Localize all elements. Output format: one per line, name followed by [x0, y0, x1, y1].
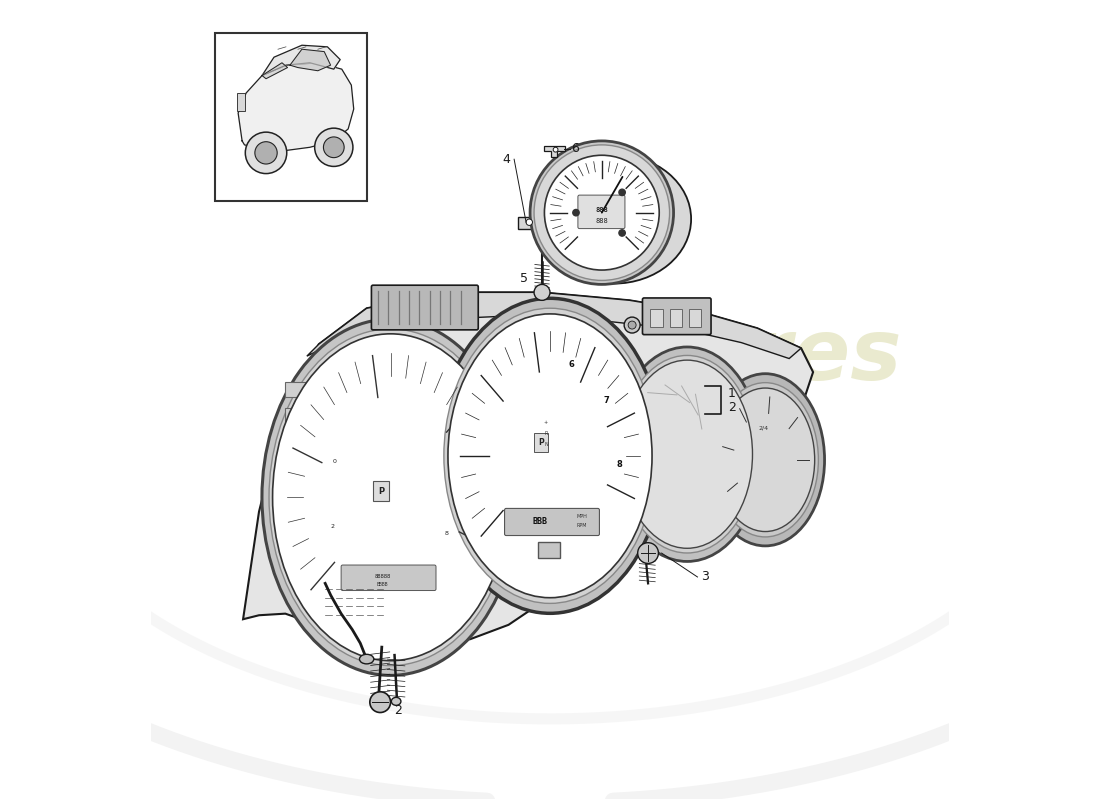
- Bar: [535, 433, 549, 452]
- Text: 8: 8: [616, 460, 622, 469]
- Circle shape: [624, 317, 640, 333]
- Circle shape: [619, 230, 625, 236]
- FancyBboxPatch shape: [578, 195, 625, 229]
- Text: 8: 8: [444, 530, 448, 536]
- Text: 6: 6: [572, 142, 580, 155]
- Ellipse shape: [706, 374, 825, 546]
- Ellipse shape: [448, 314, 652, 598]
- Ellipse shape: [392, 698, 400, 706]
- Polygon shape: [544, 146, 565, 157]
- Text: R: R: [544, 431, 548, 436]
- Polygon shape: [262, 62, 287, 78]
- Bar: [538, 542, 560, 558]
- Text: 2: 2: [395, 705, 403, 718]
- Circle shape: [544, 155, 659, 270]
- Text: 2/4: 2/4: [759, 426, 769, 430]
- Circle shape: [370, 692, 390, 713]
- Polygon shape: [262, 46, 340, 75]
- Polygon shape: [290, 50, 331, 70]
- Text: BBB: BBB: [532, 517, 548, 526]
- Circle shape: [535, 145, 670, 281]
- Circle shape: [551, 219, 558, 226]
- Text: 1: 1: [728, 387, 736, 400]
- Circle shape: [323, 137, 344, 158]
- Circle shape: [530, 141, 673, 285]
- Text: eurospares: eurospares: [358, 314, 902, 398]
- Circle shape: [526, 219, 532, 226]
- Bar: [285, 382, 308, 397]
- Circle shape: [553, 147, 558, 152]
- Polygon shape: [238, 62, 354, 150]
- Text: 2: 2: [728, 402, 736, 414]
- Circle shape: [535, 285, 550, 300]
- Circle shape: [245, 132, 287, 174]
- FancyBboxPatch shape: [341, 565, 436, 590]
- Text: 3: 3: [702, 570, 710, 583]
- Ellipse shape: [537, 154, 691, 284]
- Circle shape: [315, 128, 353, 166]
- Ellipse shape: [444, 308, 656, 603]
- Bar: [216, 34, 366, 201]
- Text: 5: 5: [519, 271, 528, 285]
- Ellipse shape: [360, 654, 374, 664]
- Ellipse shape: [613, 347, 761, 562]
- Text: 2: 2: [331, 524, 334, 529]
- Ellipse shape: [273, 334, 508, 661]
- Bar: [373, 482, 389, 502]
- Bar: [285, 408, 308, 422]
- Bar: [650, 309, 663, 326]
- Text: +: +: [544, 420, 548, 425]
- Bar: [285, 434, 308, 448]
- Polygon shape: [307, 292, 801, 358]
- Text: BBBB: BBBB: [377, 582, 388, 587]
- Ellipse shape: [621, 360, 752, 548]
- Text: 888: 888: [595, 218, 608, 224]
- FancyBboxPatch shape: [505, 509, 600, 535]
- Circle shape: [573, 210, 580, 216]
- Bar: [670, 309, 682, 326]
- Circle shape: [255, 142, 277, 164]
- Ellipse shape: [270, 329, 513, 666]
- Polygon shape: [243, 292, 813, 646]
- Circle shape: [638, 542, 659, 563]
- Text: 0: 0: [333, 459, 337, 464]
- Circle shape: [628, 321, 636, 329]
- Text: 7: 7: [604, 396, 609, 405]
- Text: 888: 888: [595, 207, 608, 214]
- Ellipse shape: [716, 388, 815, 531]
- Ellipse shape: [618, 355, 756, 553]
- Ellipse shape: [712, 382, 818, 537]
- Bar: [689, 309, 702, 326]
- Text: MPH: MPH: [576, 514, 587, 519]
- Text: RPM: RPM: [576, 523, 587, 529]
- FancyBboxPatch shape: [642, 298, 711, 334]
- Text: N: N: [544, 442, 548, 447]
- Text: 4: 4: [363, 572, 366, 577]
- Text: 6: 6: [409, 574, 414, 580]
- Text: a passion for parts since 1985: a passion for parts since 1985: [442, 434, 737, 454]
- Circle shape: [619, 189, 625, 195]
- Bar: [236, 93, 244, 110]
- Ellipse shape: [437, 298, 663, 614]
- Text: P: P: [538, 438, 544, 446]
- FancyBboxPatch shape: [372, 286, 478, 330]
- Ellipse shape: [262, 319, 519, 675]
- Text: 6: 6: [569, 359, 574, 369]
- Text: P: P: [378, 487, 384, 496]
- Text: 88888: 88888: [374, 574, 390, 579]
- Text: 4: 4: [503, 153, 510, 166]
- Polygon shape: [518, 217, 565, 229]
